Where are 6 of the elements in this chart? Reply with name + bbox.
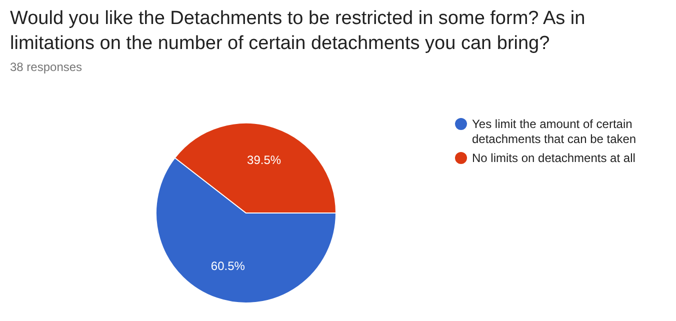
legend-label: Yes limit the amount of certain detachments that can be taken	[472, 117, 638, 147]
text: 38 responses	[10, 60, 82, 74]
data-label: 60.5%	[210, 258, 246, 273]
legend-label: No limits on detachments at all	[472, 151, 636, 166]
chart-title: Would you like the Detachments to be restricted in some form? As in limitations on the number of certain detachments you can bring?	[10, 7, 586, 56]
data-label: 39.5%	[247, 153, 282, 168]
